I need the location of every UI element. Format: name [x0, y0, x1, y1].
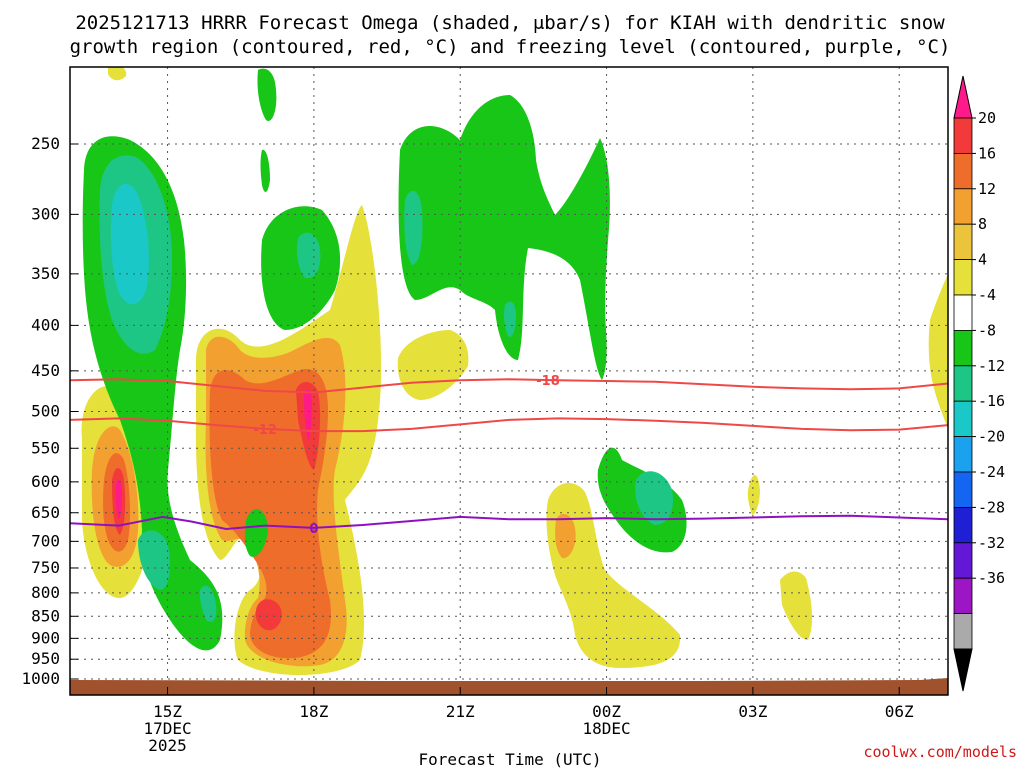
colorbar-box: [953, 294, 973, 331]
colorbar-label: -32: [978, 534, 1005, 552]
omega-shading: [81, 67, 948, 675]
colorbar-label: 12: [978, 180, 996, 198]
isotherm-label: 0: [309, 522, 318, 537]
y-tick-label: 500: [31, 402, 60, 421]
x-tick-label: 2025: [148, 736, 187, 755]
colorbar-box: [953, 152, 973, 190]
colorbar-label: 4: [978, 251, 987, 269]
colorbar-label: -20: [978, 428, 1005, 446]
colorbar-label: -16: [978, 392, 1005, 410]
x-tick-label: 00Z: [592, 702, 621, 721]
isotherm-contours: -18 -12 0: [69, 374, 949, 537]
colorbar-box: [953, 613, 973, 650]
x-tick-label: 03Z: [738, 702, 767, 721]
colorbar: 20 16 12 8 4 -4 -8 -12 -16 -20 -24 -28 -32 -36: [953, 75, 1005, 692]
x-tick-label: 17DEC: [143, 719, 191, 738]
colorbar-box: [953, 329, 973, 367]
y-tick-label: 300: [31, 204, 60, 223]
y-tick-label: 700: [31, 531, 60, 550]
colorbar-box: [953, 542, 973, 579]
colorbar-bottom-arrow: [953, 648, 973, 692]
y-tick-label: 250: [31, 134, 60, 153]
omega-region-central: [195, 205, 382, 675]
y-tick-label: 350: [31, 264, 60, 283]
y-tick-label: 550: [31, 438, 60, 457]
y-tick-label: 450: [31, 361, 60, 380]
colorbar-box: [953, 400, 973, 438]
isotherm-line: [69, 417, 949, 433]
colorbar-label: -12: [978, 357, 1005, 375]
colorbar-label: -4: [978, 286, 996, 304]
chart-title-line1: 2025121713 HRRR Forecast Omega (shaded, …: [75, 12, 945, 34]
colorbar-box: [953, 365, 973, 402]
omega-region-mid: [108, 67, 948, 668]
colorbar-box: [953, 188, 973, 225]
colorbar-box: [953, 506, 973, 544]
credit-link[interactable]: coolwx.com/models: [863, 743, 1017, 761]
colorbar-label: -8: [978, 321, 996, 339]
isotherm-label: -12: [253, 423, 277, 438]
x-tick-label: 18DEC: [582, 719, 630, 738]
isotherm-line: [69, 378, 949, 394]
colorbar-box: [953, 117, 973, 154]
colorbar-box: [953, 577, 973, 615]
y-tick-label: 650: [31, 503, 60, 522]
x-tick-label: 06Z: [885, 702, 914, 721]
y-axis: 250 300 350 400 450 500 550 600 650 700 750 800 850 9…: [21, 134, 78, 688]
y-tick-label: 900: [31, 628, 60, 647]
y-tick-label: 850: [31, 606, 60, 625]
colorbar-box: [953, 471, 973, 508]
x-tick-label: 18Z: [299, 702, 328, 721]
colorbar-label: 8: [978, 215, 987, 233]
x-tick-label: 21Z: [446, 702, 475, 721]
chart-title-line2: growth region (contoured, red, °C) and f…: [70, 36, 951, 58]
colorbar-label: -36: [978, 569, 1005, 587]
y-tick-label: 1000: [21, 669, 60, 688]
plot-frame: [69, 66, 949, 696]
y-tick-label: 800: [31, 583, 60, 602]
y-tick-label: 950: [31, 649, 60, 668]
colorbar-box: [953, 436, 973, 473]
colorbar-label: -28: [978, 498, 1005, 516]
colorbar-label: -24: [978, 463, 1005, 481]
colorbar-label: 16: [978, 144, 996, 162]
x-tick-label: 15Z: [153, 702, 182, 721]
ground-surface: [70, 678, 948, 695]
colorbar-box: [953, 259, 973, 296]
y-tick-label: 600: [31, 472, 60, 491]
colorbar-top-arrow: [953, 75, 973, 119]
colorbar-label: 20: [978, 109, 996, 127]
y-tick-label: 750: [31, 558, 60, 577]
colorbar-box: [953, 223, 973, 260]
isotherm-line: [69, 514, 949, 531]
y-tick-label: 400: [31, 315, 60, 334]
x-axis-label: Forecast Time (UTC): [418, 750, 601, 768]
isotherm-label: -18: [536, 374, 560, 389]
